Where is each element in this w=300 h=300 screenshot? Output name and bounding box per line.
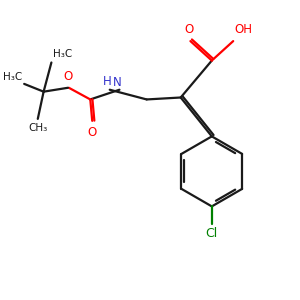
Text: H₃C: H₃C: [3, 72, 22, 82]
Text: N: N: [113, 76, 122, 89]
Text: H: H: [103, 75, 112, 88]
Text: O: O: [88, 126, 97, 139]
Text: OH: OH: [234, 23, 252, 36]
Text: H₃C: H₃C: [53, 49, 73, 58]
Text: CH₃: CH₃: [28, 123, 47, 133]
Text: O: O: [63, 70, 73, 83]
Text: O: O: [185, 23, 194, 36]
Text: Cl: Cl: [206, 227, 218, 240]
